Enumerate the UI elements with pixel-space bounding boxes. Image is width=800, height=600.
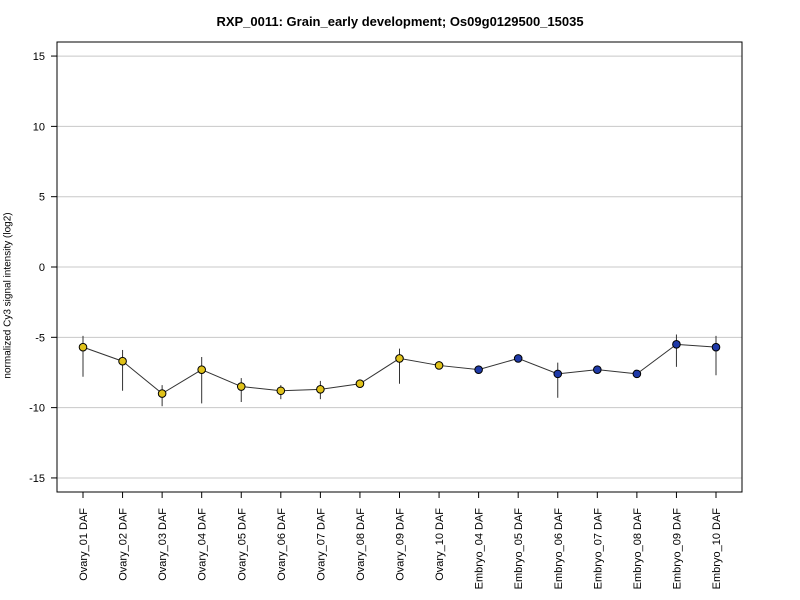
data-point [355,379,365,389]
x-tick-label: Ovary_02 DAF [118,508,130,581]
y-tick-label: 15 [33,51,45,63]
x-tick-label: Embryo_10 DAF [711,508,723,590]
data-point [553,369,563,379]
x-tick-label: Ovary_03 DAF [157,508,169,581]
y-tick-label: -5 [35,332,45,344]
data-point [434,361,444,370]
data-point [672,340,681,349]
x-tick-label: Ovary_09 DAF [395,508,407,581]
y-tick-label: -10 [29,403,45,415]
x-tick-label: Ovary_04 DAF [197,508,209,581]
data-point [632,369,642,379]
y-tick-label: -15 [29,473,45,485]
x-tick-label: Embryo_06 DAF [553,508,565,590]
x-tick-label: Ovary_10 DAF [434,508,446,581]
x-tick-label: Ovary_05 DAF [236,508,248,581]
data-point [157,389,167,398]
data-point [276,386,286,396]
y-tick-label: 5 [39,192,45,204]
data-point [711,342,721,352]
data-point [593,365,602,374]
data-point [118,356,127,366]
x-tick-label: Embryo_08 DAF [632,508,644,590]
x-tick-label: Ovary_07 DAF [315,508,327,581]
data-point [513,354,523,363]
x-tick-label: Ovary_06 DAF [276,508,288,581]
y-tick-label: 0 [39,262,45,274]
data-point [395,354,404,363]
chart-title: RXP_0011: Grain_early development; Os09g… [216,14,584,29]
x-tick-label: Ovary_08 DAF [355,508,367,581]
y-tick-label: 10 [33,121,45,133]
data-point [236,382,246,391]
x-tick-label: Embryo_09 DAF [671,508,683,590]
x-tick-label: Embryo_04 DAF [474,508,486,590]
x-tick-label: Embryo_05 DAF [513,508,525,590]
x-tick-label: Ovary_01 DAF [78,508,90,581]
data-point [197,365,206,374]
data-point [78,342,88,352]
data-point [474,365,483,374]
x-tick-label: Embryo_07 DAF [592,508,604,590]
data-point [316,385,325,394]
